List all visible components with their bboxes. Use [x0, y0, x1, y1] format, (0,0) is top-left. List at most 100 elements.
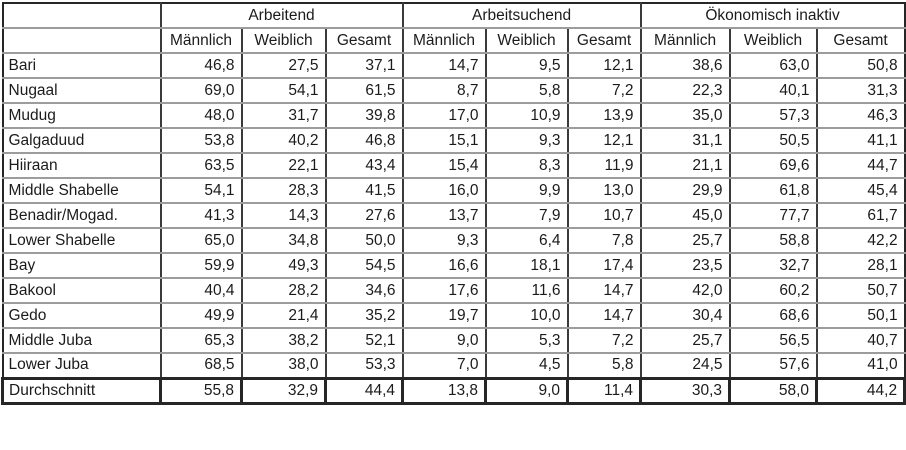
sub-header-maennlich-3: Männlich [639, 27, 731, 54]
value-cell: 45,4 [815, 177, 906, 204]
value-cell: 9,5 [484, 52, 569, 79]
value-cell: 14,7 [566, 277, 642, 304]
table-row: Hiiraan 63,5 22,1 43,4 15,4 8,3 11,9 21,1 69,6 4… [1, 152, 906, 179]
value-cell: 21,1 [639, 152, 731, 179]
value-cell: 27,5 [240, 52, 327, 79]
value-cell: 28,2 [240, 277, 327, 304]
value-cell: 35,0 [639, 102, 731, 129]
value-cell: 17,4 [566, 252, 642, 279]
group-header-arbeitsuchend: Arbeitsuchend [401, 2, 642, 29]
value-cell: 5,3 [484, 327, 569, 354]
sub-header-maennlich-1: Männlich [159, 27, 243, 54]
value-cell: 25,7 [639, 227, 731, 254]
value-cell: 41,0 [815, 352, 906, 379]
value-cell: 52,1 [324, 327, 404, 354]
group-header-arbeitend: Arbeitend [159, 2, 404, 29]
value-cell: 77,7 [728, 202, 818, 229]
value-cell: 65,3 [159, 327, 243, 354]
value-cell: 61,8 [728, 177, 818, 204]
value-cell: 40,2 [240, 127, 327, 154]
value-cell: 68,5 [159, 352, 243, 379]
value-cell: 9,0 [484, 376, 570, 405]
value-cell: 28,3 [240, 177, 327, 204]
value-cell: 19,7 [401, 302, 487, 329]
region-cell: Benadir/Mogad. [1, 202, 162, 229]
value-cell: 61,7 [815, 202, 906, 229]
value-cell: 39,8 [324, 102, 404, 129]
value-cell: 44,7 [815, 152, 906, 179]
value-cell: 13,7 [401, 202, 487, 229]
sub-header-weiblich-1: Weiblich [240, 27, 327, 54]
value-cell: 22,1 [240, 152, 327, 179]
table-row: Middle Juba 65,3 38,2 52,1 9,0 5,3 7,2 25,7 56,… [1, 327, 906, 354]
value-cell: 32,7 [728, 252, 818, 279]
region-cell: Bari [1, 52, 162, 79]
value-cell: 57,3 [728, 102, 818, 129]
region-cell: Galgaduud [1, 127, 162, 154]
value-cell: 7,2 [566, 77, 642, 104]
value-cell: 28,1 [815, 252, 906, 279]
table-row: Mudug 48,0 31,7 39,8 17,0 10,9 13,9 35,0 57,3 46… [1, 102, 906, 129]
value-cell: 54,5 [324, 252, 404, 279]
region-cell: Bay [1, 252, 162, 279]
value-cell: 21,4 [240, 302, 327, 329]
value-cell: 43,4 [324, 152, 404, 179]
value-cell: 65,0 [159, 227, 243, 254]
value-cell: 10,7 [566, 202, 642, 229]
value-cell: 24,5 [639, 352, 731, 379]
value-cell: 14,7 [401, 52, 487, 79]
region-cell: Durchschnitt [1, 376, 162, 405]
value-cell: 27,6 [324, 202, 404, 229]
value-cell: 9,9 [484, 177, 569, 204]
value-cell: 25,7 [639, 327, 731, 354]
group-header-row: Arbeitend Arbeitsuchend Ökonomisch inakt… [1, 2, 906, 29]
value-cell: 41,1 [815, 127, 906, 154]
sub-header-gesamt-1: Gesamt [324, 27, 404, 54]
value-cell: 61,5 [324, 77, 404, 104]
value-cell: 34,8 [240, 227, 327, 254]
value-cell: 40,4 [159, 277, 243, 304]
value-cell: 7,8 [566, 227, 642, 254]
value-cell: 40,1 [728, 77, 818, 104]
value-cell: 50,5 [728, 127, 818, 154]
table-row: Lower Shabelle 65,0 34,8 50,0 9,3 6,4 7,8 25,7… [1, 227, 906, 254]
value-cell: 54,1 [240, 77, 327, 104]
value-cell: 6,4 [484, 227, 569, 254]
value-cell: 30,3 [639, 376, 732, 405]
sub-header-gesamt-2: Gesamt [566, 27, 642, 54]
value-cell: 11,4 [566, 376, 643, 405]
value-cell: 42,2 [815, 227, 906, 254]
value-cell: 38,0 [240, 352, 327, 379]
value-cell: 69,0 [159, 77, 243, 104]
region-cell: Hiiraan [1, 152, 162, 179]
region-cell: Nugaal [1, 77, 162, 104]
value-cell: 50,0 [324, 227, 404, 254]
value-cell: 16,0 [401, 177, 487, 204]
value-cell: 9,3 [484, 127, 569, 154]
value-cell: 63,0 [728, 52, 818, 79]
value-cell: 23,5 [639, 252, 731, 279]
sub-header-row: Männlich Weiblich Gesamt Männlich Weibli… [1, 27, 906, 54]
value-cell: 63,5 [159, 152, 243, 179]
value-cell: 35,2 [324, 302, 404, 329]
region-cell: Middle Juba [1, 327, 162, 354]
value-cell: 48,0 [159, 102, 243, 129]
sub-header-weiblich-3: Weiblich [728, 27, 818, 54]
value-cell: 14,7 [566, 302, 642, 329]
value-cell: 34,6 [324, 277, 404, 304]
table-body: Bari 46,8 27,5 37,1 14,7 9,5 12,1 38,6 63,0 50,8… [1, 52, 906, 405]
value-cell: 50,7 [815, 277, 906, 304]
value-cell: 13,9 [566, 102, 642, 129]
value-cell: 11,9 [566, 152, 642, 179]
value-cell: 5,8 [484, 77, 569, 104]
value-cell: 55,8 [159, 376, 243, 405]
labour-statistics-table: Arbeitend Arbeitsuchend Ökonomisch inakt… [1, 2, 906, 405]
value-cell: 59,9 [159, 252, 243, 279]
region-cell: Lower Shabelle [1, 227, 162, 254]
value-cell: 37,1 [324, 52, 404, 79]
value-cell: 11,6 [484, 277, 569, 304]
value-cell: 15,4 [401, 152, 487, 179]
value-cell: 57,6 [728, 352, 818, 379]
value-cell: 44,2 [815, 376, 906, 405]
table-row: Middle Shabelle 54,1 28,3 41,5 16,0 9,9 13,0 2… [1, 177, 906, 204]
